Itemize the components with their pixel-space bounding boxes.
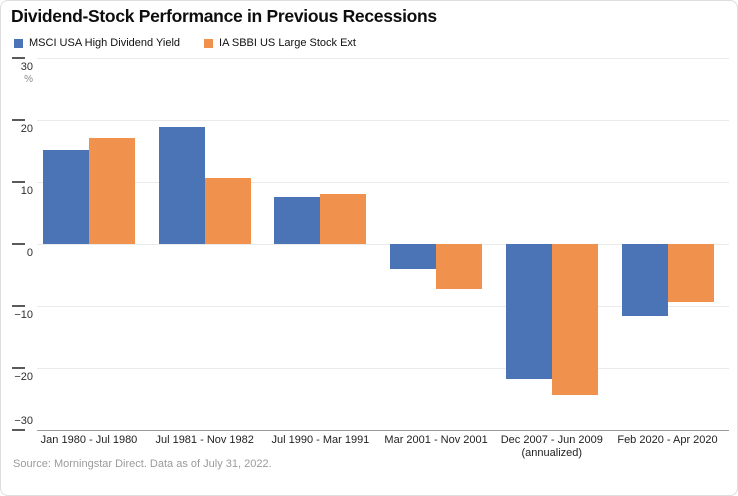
- gridline-20: [37, 120, 729, 121]
- x-axis-label: Feb 2020 - Apr 2020: [617, 434, 718, 446]
- source-note: Source: Morningstar Direct. Data as of J…: [13, 458, 272, 470]
- bar-series2-3: [320, 193, 367, 244]
- gridline--20: [37, 368, 729, 369]
- gridline-0: [37, 244, 729, 245]
- bar-series1-1: [43, 149, 89, 244]
- y-tick-10: [12, 180, 25, 183]
- gridline-30: [37, 58, 729, 59]
- y-tick--10: [12, 304, 25, 307]
- y-tick--30: [12, 428, 25, 431]
- bar-series1-6: [621, 244, 668, 316]
- bar-series2-5: [551, 244, 598, 396]
- legend-item-2: IA SBBI US Large Stock Ext: [204, 37, 356, 49]
- y-tick-label: 0: [26, 247, 33, 259]
- bar-series2-4: [436, 244, 483, 290]
- legend-swatch-icon: [204, 38, 214, 48]
- y-tick-label: 30: [20, 61, 33, 73]
- chart-title: Dividend-Stock Performance in Previous R…: [11, 6, 437, 26]
- legend: MSCI USA High Dividend Yield IA SBBI US L…: [14, 37, 356, 49]
- gridline--10: [37, 306, 729, 307]
- bar-series1-2: [158, 127, 205, 244]
- x-axis-label: Mar 2001 - Nov 2001: [384, 434, 488, 446]
- y-tick--20: [12, 366, 25, 369]
- x-axis-label: Jul 1990 - Mar 1991: [271, 434, 370, 446]
- y-axis-unit-label: %: [24, 74, 33, 85]
- y-tick-label: −30: [14, 415, 33, 427]
- y-tick-label: 10: [20, 185, 33, 197]
- bar-series2-2: [204, 178, 251, 244]
- legend-item-1: MSCI USA High Dividend Yield: [14, 37, 180, 49]
- legend-label: IA SBBI US Large Stock Ext: [219, 37, 356, 49]
- y-tick-label: −20: [14, 371, 33, 383]
- bar-series1-3: [274, 196, 321, 244]
- gridline--30: [37, 430, 729, 431]
- x-axis-label: Jul 1981 - Nov 1982: [155, 434, 254, 446]
- gridline-10: [37, 182, 729, 183]
- x-axis-label-note: (annualized): [521, 447, 583, 459]
- x-axis-label: Jan 1980 - Jul 1980: [40, 434, 138, 446]
- bar-series1-4: [390, 244, 437, 269]
- y-tick-0: [12, 242, 25, 245]
- y-tick-label: 20: [20, 123, 33, 135]
- legend-label: MSCI USA High Dividend Yield: [29, 37, 181, 49]
- bar-series2-6: [667, 244, 714, 302]
- bar-series2-1: [89, 137, 135, 244]
- legend-swatch-icon: [14, 38, 23, 48]
- y-tick-20: [12, 118, 25, 121]
- y-tick-30: [12, 56, 25, 59]
- bar-series1-5: [505, 244, 552, 380]
- y-tick-label: −10: [14, 309, 33, 321]
- x-axis-label: Dec 2007 - Jun 2009 (annualized): [472, 434, 632, 460]
